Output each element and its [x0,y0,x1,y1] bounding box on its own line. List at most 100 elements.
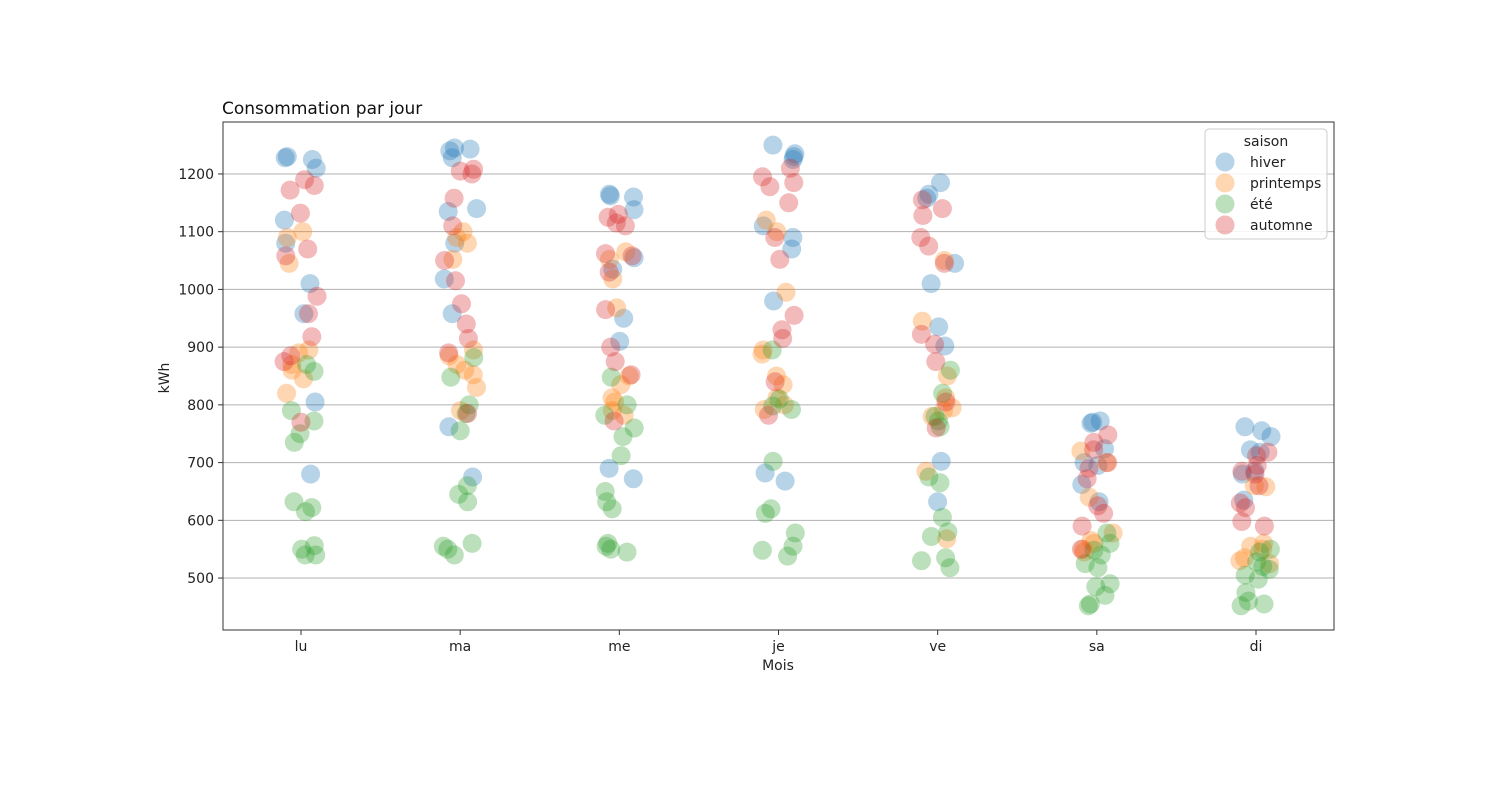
data-point-hiver [764,291,784,311]
x-tick-label: sa [1089,639,1105,655]
data-point-hiver [1250,442,1270,462]
data-point-été [930,473,950,493]
data-point-hiver [302,150,322,169]
data-point-automne [1084,432,1104,452]
data-point-automne [1232,512,1252,531]
data-point-printemps [1254,533,1274,553]
data-point-automne [1247,446,1267,466]
data-point-printemps [439,346,459,366]
data-point-printemps [447,228,467,247]
data-point-printemps [282,360,302,380]
data-point-hiver [610,331,630,351]
data-point-hiver [624,187,643,207]
data-point-automne [462,164,482,184]
data-point-printemps [937,366,957,386]
data-point-automne [298,239,318,259]
y-axis-label: kWh [157,363,173,394]
data-point-été [304,536,324,556]
data-point-printemps [282,355,302,374]
data-point-automne [302,327,322,347]
data-point-été [601,367,621,387]
data-point-automne [464,159,484,179]
data-point-été [597,492,617,512]
data-point-été [304,361,324,381]
data-point-hiver [277,147,297,167]
data-point-automne [784,173,804,193]
data-point-hiver [463,467,483,487]
data-point-automne [912,190,932,210]
data-point-été [763,396,783,416]
data-point-printemps [774,395,794,415]
data-point-hiver [763,135,783,155]
data-point-printemps [447,355,467,374]
data-point-été [296,502,315,522]
data-point-été [940,360,960,380]
data-point-automne [604,411,624,431]
data-point-hiver [1232,464,1252,484]
data-point-automne [606,213,626,233]
data-point-printemps [1260,554,1280,574]
data-point-été [1235,565,1255,585]
data-point-automne [1084,440,1104,460]
data-point-été [450,421,470,441]
data-point-été [1260,539,1280,559]
data-point-automne [770,249,790,269]
data-point-été [284,492,304,512]
x-tick-label: me [608,639,630,655]
data-point-été [433,536,453,556]
data-point-printemps [1081,531,1101,550]
data-point-automne [911,324,931,344]
data-point-automne [274,352,294,372]
data-point-hiver [300,274,320,294]
data-point-été [1088,558,1108,578]
data-point-automne [1247,456,1267,475]
data-point-été [1075,554,1095,574]
data-point-hiver [1072,475,1092,494]
data-point-été [1100,574,1120,594]
data-point-été [613,427,633,447]
data-point-été [769,389,789,409]
data-point-été [295,545,315,565]
data-point-été [595,405,615,425]
data-point-hiver [434,269,454,289]
data-point-printemps [289,343,309,363]
data-point-printemps [1079,487,1099,507]
data-point-été [1253,557,1273,576]
data-point-automne [608,204,628,224]
data-point-hiver [603,259,623,279]
data-point-printemps [753,340,773,360]
data-point-hiver [445,233,465,253]
data-point-été [456,404,476,423]
data-point-automne [932,199,952,219]
data-point-automne [779,193,799,213]
data-point-printemps [1074,542,1094,562]
data-point-été [912,551,931,571]
legend-marker-automne [1215,215,1235,235]
data-point-automne [601,337,621,357]
data-point-automne [452,294,471,314]
plot-frame [222,121,1335,631]
data-point-hiver [931,451,951,471]
legend-label-hiver: hiver [1250,155,1286,171]
data-point-automne [596,244,615,264]
data-point-printemps [611,375,631,395]
data-point-été [302,498,322,518]
data-point-hiver [1088,456,1108,475]
data-point-printemps [279,253,299,273]
data-point-printemps [756,210,776,230]
data-point-automne [1077,469,1097,489]
data-point-été [1247,552,1267,572]
y-tick-label: 500 [187,571,214,587]
data-point-hiver [467,199,487,219]
data-point-été [602,499,622,519]
data-point-automne [1258,442,1278,462]
legend: saison hiver printemps été automne [1204,128,1328,240]
y-tick-label: 600 [187,513,214,529]
legend-label-printemps: printemps [1250,176,1321,192]
data-point-été [457,476,477,496]
data-point-hiver [1074,453,1094,473]
data-point-hiver [623,469,643,489]
data-point-hiver [624,200,644,220]
data-point-automne [605,352,625,372]
data-point-automne [621,365,641,385]
